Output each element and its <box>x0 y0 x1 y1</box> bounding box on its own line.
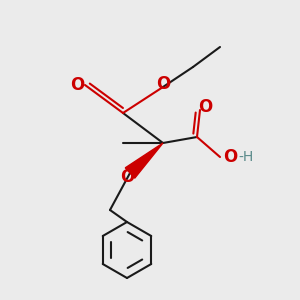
Text: O: O <box>70 76 84 94</box>
Text: O: O <box>120 168 134 186</box>
Text: O: O <box>198 98 212 116</box>
Text: -H: -H <box>238 150 253 164</box>
Text: O: O <box>223 148 237 166</box>
Text: O: O <box>156 75 170 93</box>
Polygon shape <box>125 143 163 178</box>
